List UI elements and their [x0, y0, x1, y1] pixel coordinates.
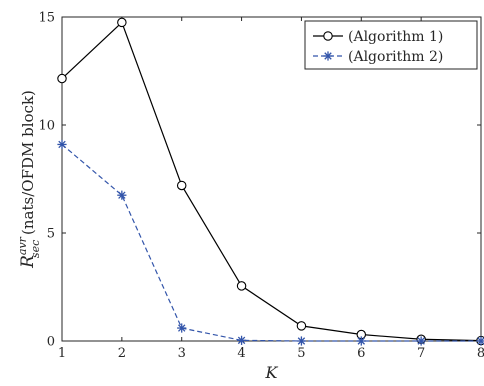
legend-box [304, 20, 478, 70]
y-label-units: (nats/OFDM block) [19, 90, 37, 240]
data-point [356, 336, 366, 346]
legend-marker [323, 31, 333, 41]
data-point [476, 336, 484, 346]
plot-area: 1 2 3 4 5 6 7 8 0 5 10 15 [38, 11, 484, 361]
y-tick-label: 10 [38, 119, 55, 134]
data-point [117, 17, 127, 28]
y-axis-label: Ravrsec (nats/OFDM block) [16, 90, 42, 269]
x-tick-label: 3 [178, 346, 186, 361]
data-point [57, 139, 67, 150]
x-tick-label: 2 [118, 346, 126, 361]
series-layer [57, 17, 484, 346]
data-point [176, 180, 187, 191]
y-axis: 0 5 10 15 [38, 11, 481, 350]
data-point [416, 336, 426, 346]
series-line [61, 143, 481, 342]
legend-marker [323, 51, 333, 61]
legend: (Algorithm 1) (Algorithm 2) [304, 20, 478, 70]
legend-label: (Algorithm 2) [348, 49, 443, 65]
series-2 [57, 139, 484, 346]
x-tick-label: 5 [297, 346, 305, 361]
y-tick-label: 5 [47, 227, 55, 242]
data-point [296, 321, 307, 331]
data-point [57, 73, 67, 84]
y-label-symbol: R [18, 255, 38, 269]
x-tick-label: 1 [58, 346, 66, 361]
series-1 [57, 17, 484, 346]
x-tick-label: 4 [237, 346, 245, 361]
x-tick-label: 6 [357, 346, 365, 361]
data-point [296, 336, 307, 346]
legend-label: (Algorithm 1) [348, 29, 443, 45]
x-tick-label: 7 [417, 346, 425, 361]
data-point [236, 335, 247, 345]
y-label-superscript: avr [16, 236, 29, 255]
y-tick-label: 15 [38, 11, 55, 26]
data-point [177, 323, 187, 333]
data-point [236, 281, 247, 291]
series-line [61, 21, 482, 342]
y-label-subscript: sec [29, 240, 42, 258]
data-point [117, 190, 127, 200]
y-tick-label: 0 [47, 335, 55, 350]
x-tick-label: 8 [477, 346, 484, 361]
x-axis-label: K [265, 363, 279, 382]
